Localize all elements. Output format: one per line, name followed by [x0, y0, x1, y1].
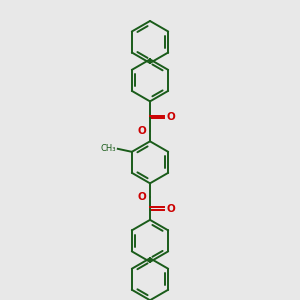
Text: O: O [167, 204, 175, 214]
Text: O: O [167, 112, 175, 122]
Text: O: O [138, 192, 146, 202]
Text: O: O [138, 126, 146, 136]
Text: CH₃: CH₃ [100, 144, 116, 153]
